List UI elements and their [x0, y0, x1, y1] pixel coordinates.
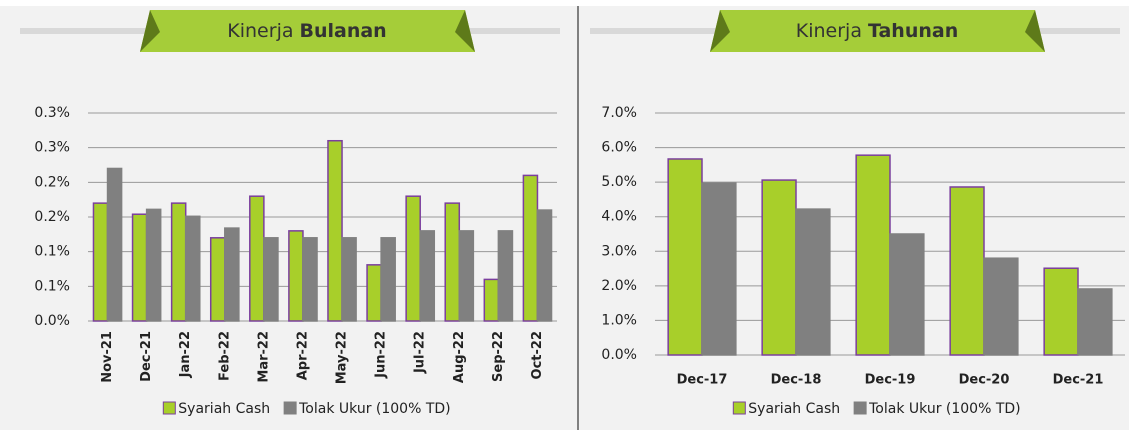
- x-tick-label: Feb-22: [217, 331, 232, 381]
- top-strip: [0, 0, 1129, 6]
- y-tick-label: 7.0%: [601, 105, 637, 121]
- y-tick-label: 0.1%: [34, 244, 70, 260]
- bar: [855, 154, 891, 356]
- bar: [209, 237, 226, 322]
- x-tick-label: Jun-22: [374, 331, 389, 379]
- bar: [949, 186, 985, 356]
- y-tick-label: 5.0%: [601, 174, 637, 190]
- bar: [170, 202, 187, 322]
- y-tick-label: 0.3%: [34, 140, 70, 156]
- bar: [341, 237, 357, 322]
- y-tick-label: 1.0%: [601, 312, 637, 328]
- y-tick-label: 0.0%: [601, 347, 637, 363]
- legend-label: Tolak Ukur (100% TD): [868, 401, 1021, 417]
- banner-right: [590, 10, 1120, 52]
- x-tick-label: Aug-22: [452, 331, 467, 383]
- x-tick-label: Dec-19: [865, 373, 916, 388]
- bar: [380, 237, 396, 322]
- title-part: Tahunan: [868, 20, 958, 42]
- x-tick-label: Jul-22: [413, 331, 428, 374]
- bar: [761, 179, 797, 356]
- bar: [92, 202, 109, 322]
- x-tick-label: Dec-20: [959, 373, 1010, 388]
- banner-left: [20, 10, 560, 52]
- bar: [184, 215, 201, 322]
- x-tick-label: Dec-21: [139, 331, 154, 382]
- legend-swatch: [853, 401, 867, 415]
- bar: [795, 208, 831, 356]
- bar: [536, 209, 553, 322]
- bar: [224, 227, 240, 322]
- y-tick-label: 4.0%: [601, 209, 637, 225]
- bar: [263, 237, 279, 322]
- x-tick-label: May-22: [335, 331, 350, 384]
- legend: Syariah Cash Tolak Ukur (100% TD): [162, 401, 451, 417]
- x-tick-label: Oct-22: [530, 331, 545, 379]
- bar: [145, 208, 162, 322]
- y-tick-label: 0.3%: [34, 105, 70, 121]
- x-tick-label: Mar-22: [256, 331, 271, 383]
- bar: [1077, 288, 1113, 356]
- chart-title: Kinerja Tahunan: [796, 20, 958, 42]
- legend-swatch: [732, 401, 746, 415]
- x-tick-label: Sep-22: [491, 331, 506, 382]
- bar: [667, 158, 703, 356]
- bar: [106, 167, 123, 322]
- x-tick-label: Jan-22: [178, 331, 193, 378]
- bar: [327, 139, 343, 322]
- bar: [701, 182, 737, 356]
- bar: [497, 230, 514, 322]
- legend-label: Syariah Cash: [748, 401, 840, 417]
- legend-label: Syariah Cash: [178, 401, 270, 417]
- x-tick-label: Nov-21: [100, 331, 115, 383]
- y-tick-label: 0.1%: [34, 278, 70, 294]
- bar: [302, 237, 318, 322]
- chart-title: Kinerja Bulanan: [227, 20, 386, 42]
- x-tick-label: Apr-22: [295, 331, 310, 380]
- y-tick-label: 0.2%: [34, 209, 70, 225]
- title-part: Kinerja: [796, 20, 862, 42]
- legend: Syariah Cash Tolak Ukur (100% TD): [732, 401, 1021, 417]
- bar: [419, 230, 436, 322]
- x-tick-label: Dec-17: [677, 373, 728, 388]
- legend-swatch: [283, 401, 297, 415]
- bar: [444, 202, 461, 322]
- bar: [483, 278, 500, 322]
- x-tick-label: Dec-21: [1053, 373, 1104, 388]
- y-tick-label: 0.2%: [34, 174, 70, 190]
- title-part: Kinerja: [227, 20, 293, 42]
- y-tick-label: 0.0%: [34, 313, 70, 329]
- bar: [522, 174, 539, 322]
- bar: [405, 195, 421, 322]
- bar: [983, 257, 1019, 356]
- x-tick-label: Dec-18: [771, 373, 822, 388]
- bar: [458, 230, 475, 322]
- bar: [288, 230, 304, 322]
- bar: [131, 213, 148, 322]
- y-tick-label: 6.0%: [601, 140, 637, 156]
- bar: [366, 264, 382, 322]
- legend-swatch: [162, 401, 176, 415]
- bar: [1043, 267, 1079, 356]
- bar: [249, 195, 265, 322]
- bar: [889, 233, 925, 356]
- title-part: Bulanan: [299, 20, 386, 42]
- y-tick-label: 2.0%: [601, 278, 637, 294]
- y-tick-label: 3.0%: [601, 243, 637, 259]
- legend-label: Tolak Ukur (100% TD): [298, 401, 451, 417]
